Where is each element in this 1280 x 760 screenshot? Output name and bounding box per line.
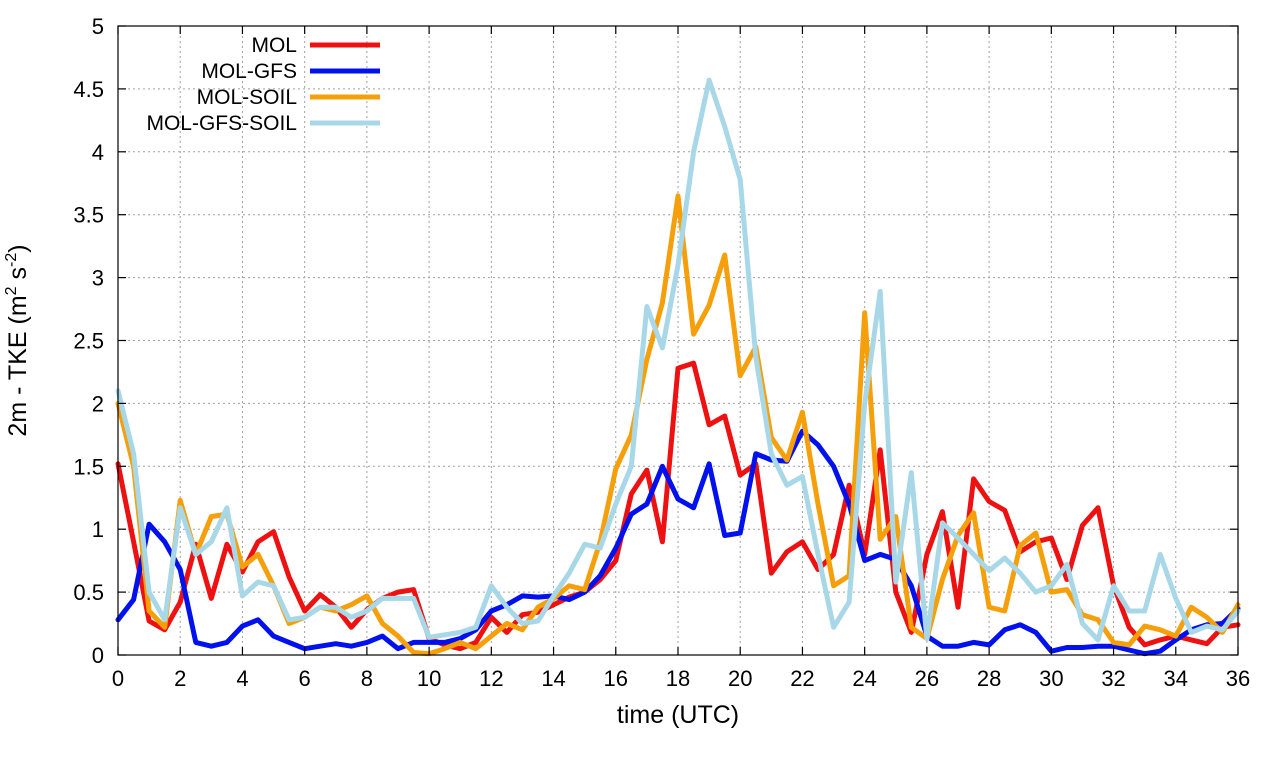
x-tick-label: 12 — [479, 666, 503, 691]
x-tick-label: 20 — [728, 666, 752, 691]
y-axis-label: 2m - TKE (m2 s-2) — [3, 244, 32, 436]
x-tick-label: 10 — [417, 666, 441, 691]
x-tick-label: 2 — [174, 666, 186, 691]
series-line-mol-gfs-soil — [115, 77, 1241, 643]
x-tick-label: 14 — [541, 666, 565, 691]
x-tick-label: 32 — [1101, 666, 1125, 691]
legend: MOL MOL-GFS MOL-SOIL MOL-GFS-SOIL — [146, 34, 380, 135]
x-tick-label: 34 — [1164, 666, 1188, 691]
y-tick-label: 4 — [92, 140, 104, 165]
series-line-mol — [115, 360, 1241, 652]
legend-label: MOL-GFS-SOIL — [146, 112, 297, 135]
y-tick-label: 4.5 — [73, 77, 104, 102]
x-axis-label: time (UTC) — [617, 701, 739, 729]
x-tick-label: 18 — [666, 666, 690, 691]
y-tick-label: 2.5 — [73, 329, 104, 354]
x-tick-label: 24 — [852, 666, 876, 691]
x-tick-label: 26 — [915, 666, 939, 691]
legend-label: MOL — [251, 34, 297, 57]
y-tick-label: 0 — [92, 643, 104, 668]
y-tick-label: 3.5 — [73, 203, 104, 228]
y-tick-label: 1.5 — [73, 454, 104, 479]
x-tick-label: 0 — [112, 666, 124, 691]
y-tick-label: 5 — [92, 14, 104, 39]
x-tick-label: 36 — [1226, 666, 1250, 691]
x-tick-label: 16 — [604, 666, 628, 691]
axis-ticks: 00.511.522.533.544.550 2 4 6 8 10 12 14 16 18 20 22… — [73, 14, 1250, 691]
x-tick-label: 4 — [236, 666, 248, 691]
x-tick-label: 6 — [299, 666, 311, 691]
y-tick-label: 1 — [92, 517, 104, 542]
x-tick-label: 22 — [790, 666, 814, 691]
x-tick-label: 30 — [1039, 666, 1063, 691]
y-tick-label: 0.5 — [73, 580, 104, 605]
x-tick-label: 28 — [977, 666, 1001, 691]
x-tick-label: 8 — [361, 666, 373, 691]
y-tick-label: 2 — [92, 391, 104, 416]
y-tick-label: 3 — [92, 266, 104, 291]
legend-label: MOL-GFS — [201, 60, 297, 83]
legend-label: MOL-SOIL — [197, 86, 297, 109]
